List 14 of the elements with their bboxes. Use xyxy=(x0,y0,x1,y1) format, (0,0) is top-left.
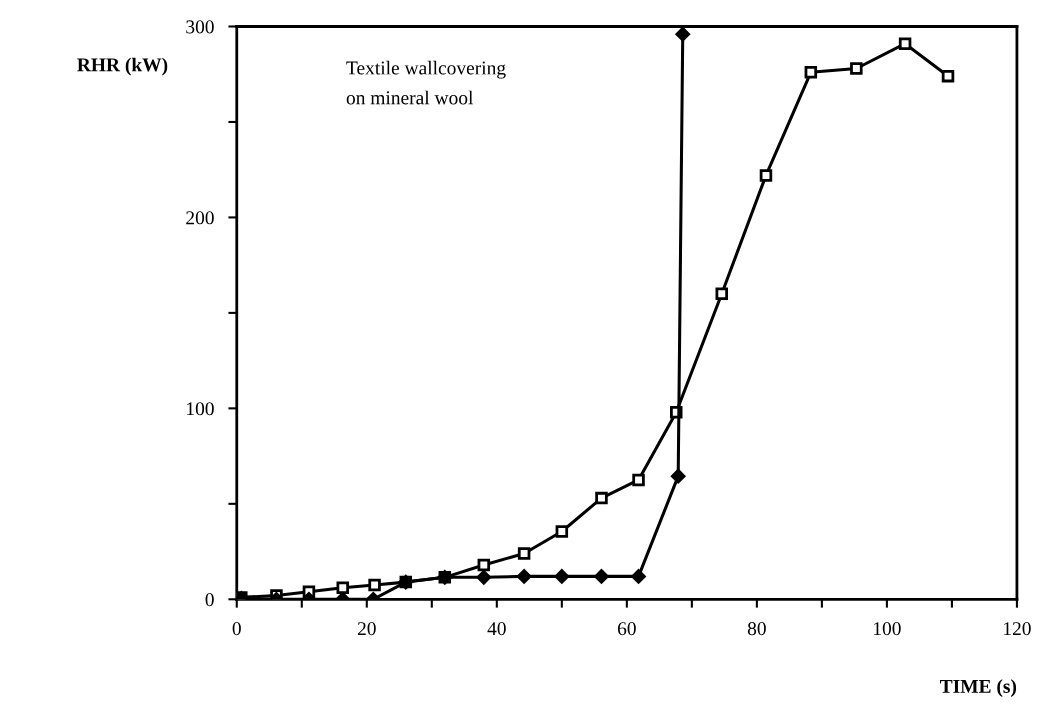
x-tick-label: 80 xyxy=(747,622,766,636)
y-tick-label: 100 xyxy=(187,402,214,416)
y-tick-label: 0 xyxy=(205,593,214,607)
x-tick-label: 100 xyxy=(874,622,901,636)
x-tick-label: 0 xyxy=(232,622,241,636)
x-tick-label: 40 xyxy=(487,622,506,636)
annotation: Textile wallcovering on mineral wool xyxy=(346,60,506,105)
y-tick-label: 300 xyxy=(186,20,214,34)
y-axis-title: RHR (kW) xyxy=(77,57,168,76)
x-axis-title: TIME (s) xyxy=(939,679,1017,697)
x-tick-label: 20 xyxy=(357,622,376,636)
y-tick-label: 200 xyxy=(186,211,214,225)
x-tick-label: 60 xyxy=(617,622,636,636)
x-tick-label: 120 xyxy=(1004,622,1031,636)
